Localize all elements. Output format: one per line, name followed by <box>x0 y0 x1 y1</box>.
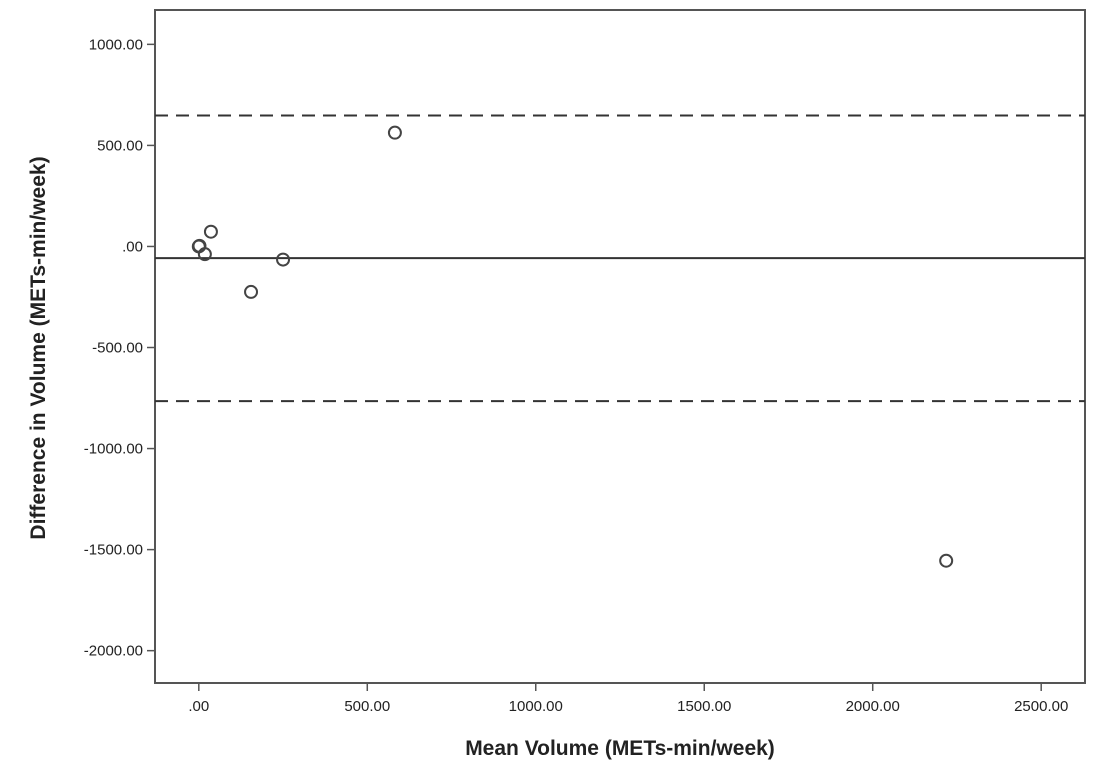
y-axis: 1000.00 500.00 .00 -500.00 -1000.00 -1500.00 -… <box>84 36 155 660</box>
y-tick-label: -500.00 <box>92 340 143 357</box>
x-tick-label: 1500.00 <box>677 698 731 715</box>
x-tick-label: 2000.00 <box>846 698 900 715</box>
x-axis: .00 500.00 1000.00 1500.00 2000.00 2500.00 <box>188 683 1068 715</box>
y-tick-label: -2000.00 <box>84 643 143 660</box>
y-axis-title: Difference in Volume (METs-min/week) <box>27 156 50 539</box>
y-tick-label: 500.00 <box>97 137 143 154</box>
y-tick-label: -1500.00 <box>84 542 143 559</box>
x-tick-label: 1000.00 <box>509 698 563 715</box>
data-point <box>387 125 402 140</box>
data-point <box>939 553 954 568</box>
x-axis-title: Mean Volume (METs-min/week) <box>465 737 775 760</box>
y-tick-label: -1000.00 <box>84 441 143 458</box>
data-points <box>191 125 954 568</box>
plot-frame <box>154 9 1086 684</box>
data-point <box>244 284 259 299</box>
data-point <box>276 252 291 267</box>
y-tick-label: 1000.00 <box>89 36 143 53</box>
y-tick-label: .00 <box>122 238 143 255</box>
x-tick-label: 500.00 <box>344 698 390 715</box>
x-tick-label: .00 <box>188 698 209 715</box>
reference-lines <box>155 114 1085 403</box>
data-point <box>197 247 212 262</box>
data-point <box>203 224 218 239</box>
x-tick-label: 2500.00 <box>1014 698 1068 715</box>
